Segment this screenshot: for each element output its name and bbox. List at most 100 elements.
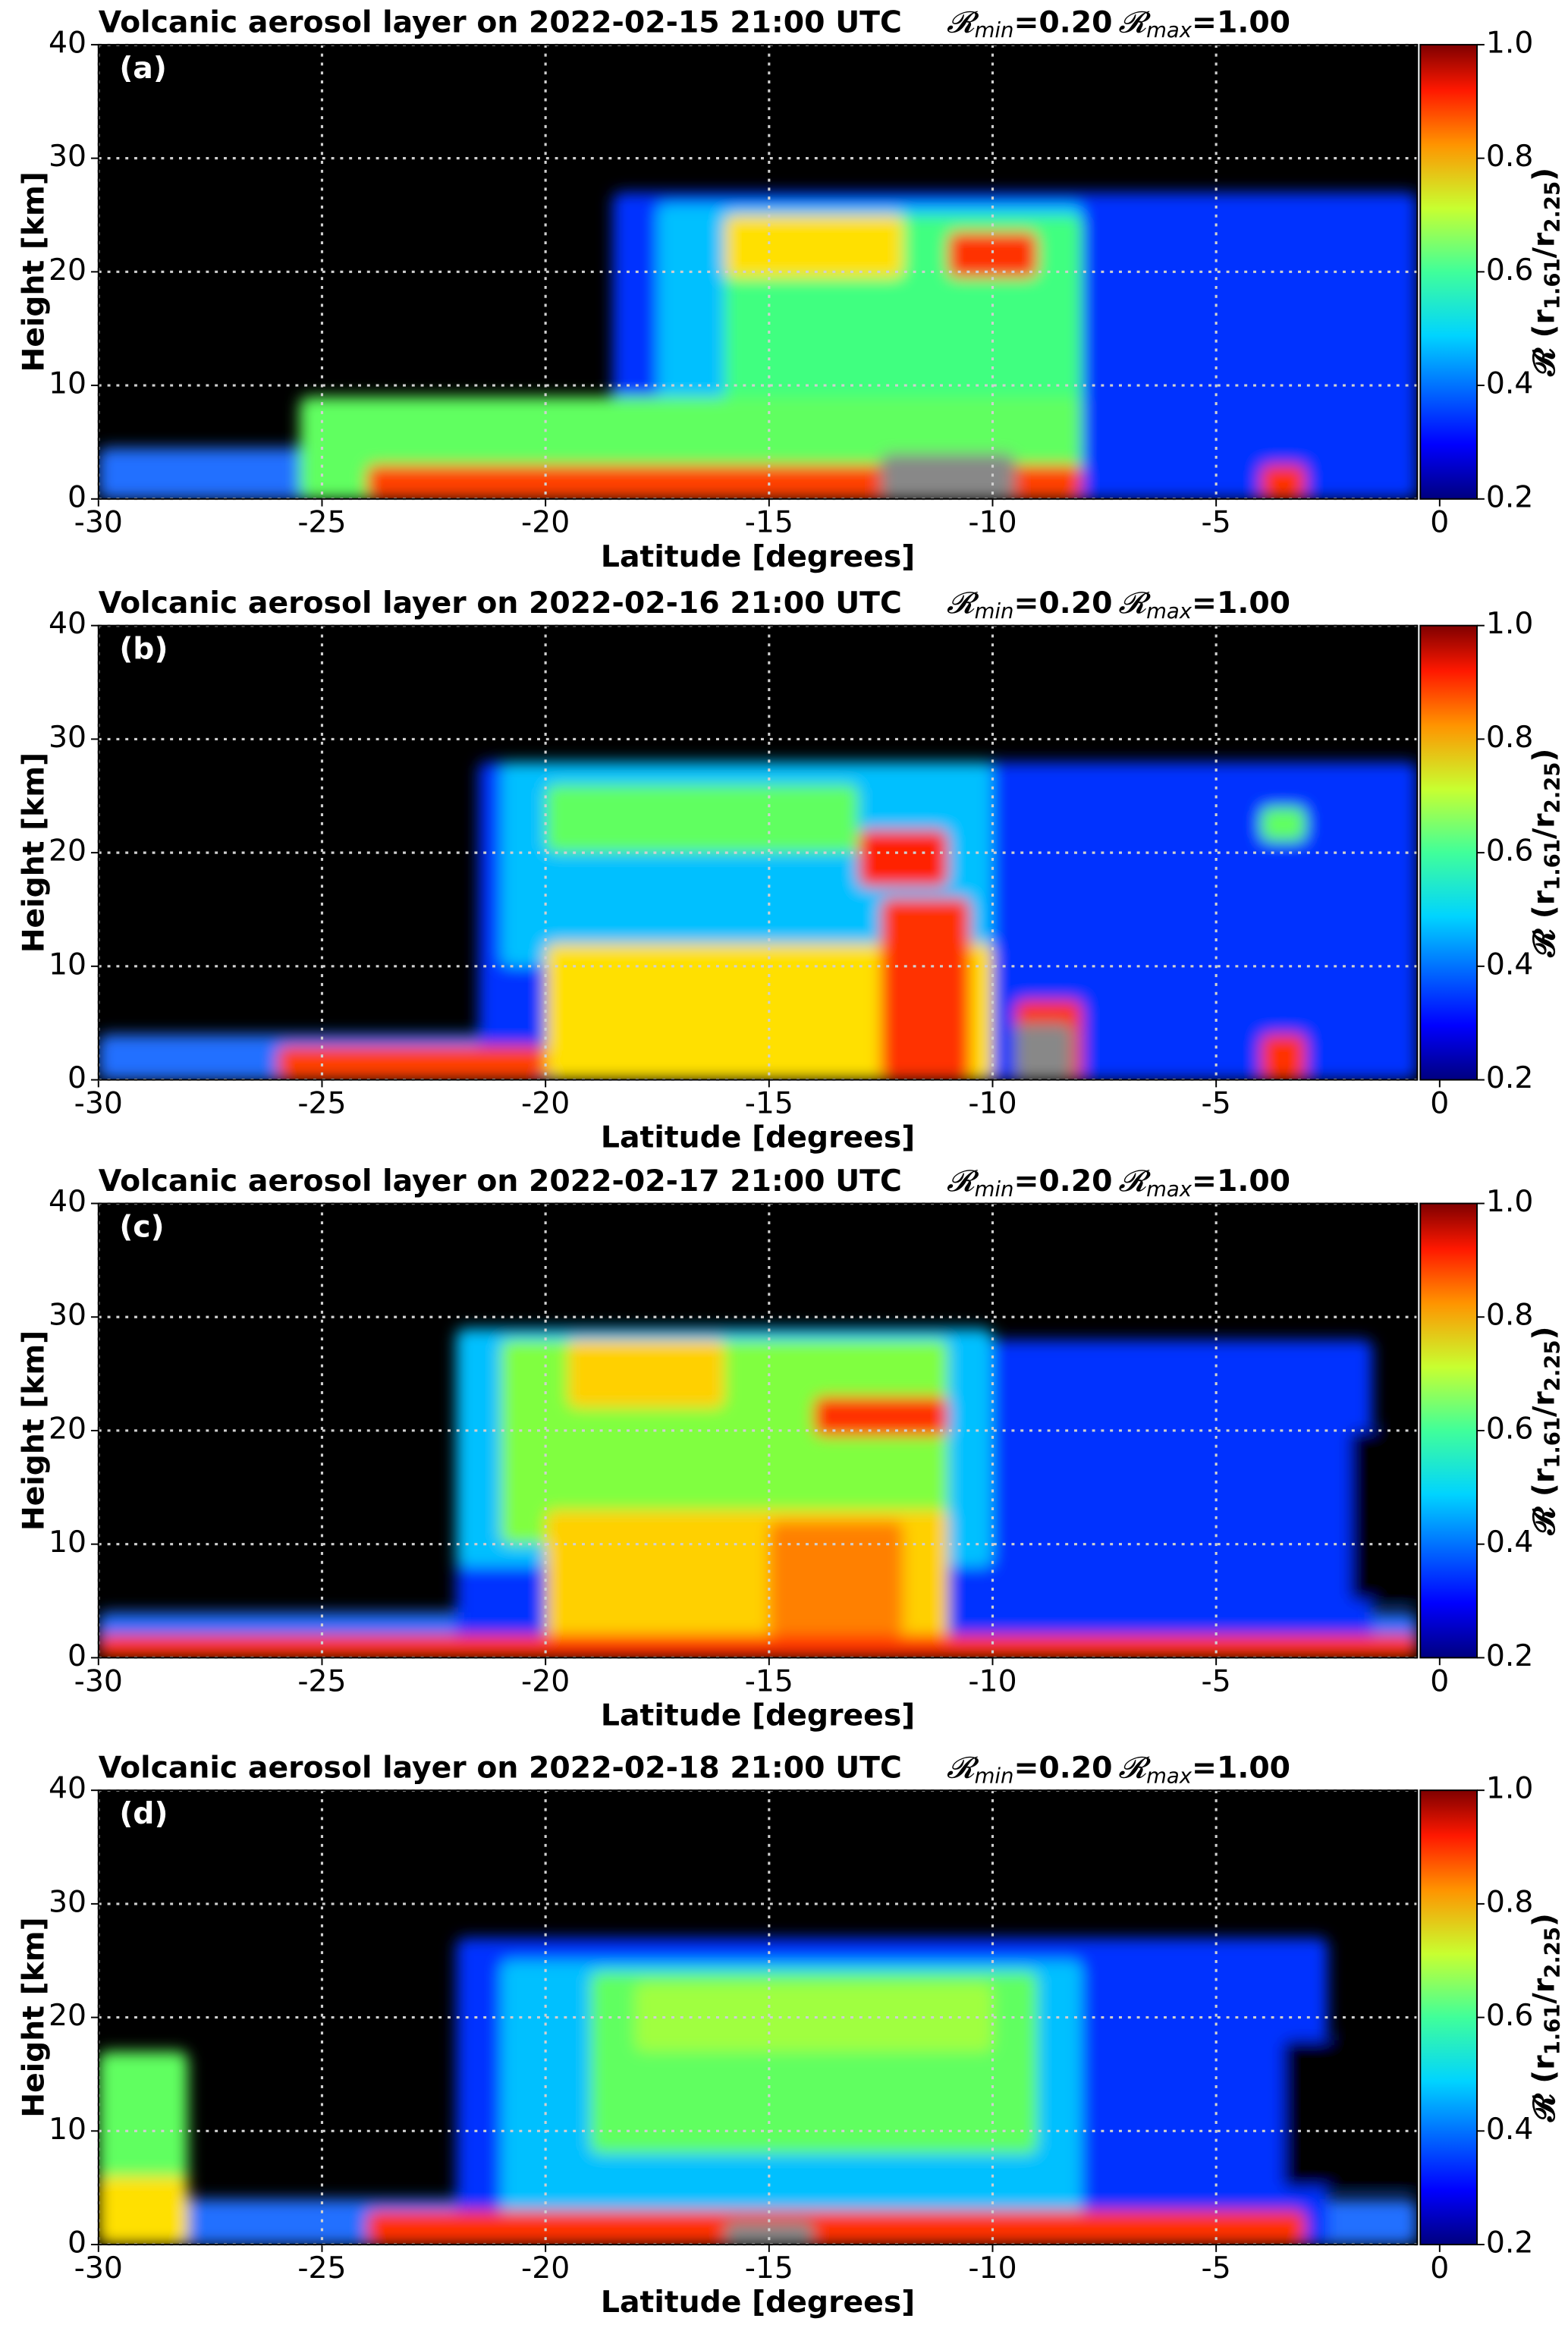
colorbar-tick-label: 1.0 [1486,607,1534,641]
y-tick-label: 10 [49,947,86,982]
plot-frame [97,43,1419,500]
y-tick-label: 0 [68,1639,86,1673]
colorbar-tick-label: 0.2 [1486,1639,1534,1673]
colorbar-tick-label: 0.6 [1486,253,1534,287]
x-tick-label: 0 [1430,1664,1449,1698]
y-tick-label: 40 [49,26,86,60]
y-axis-label: Height [km] [17,1917,52,2117]
colorbar-label-text: /r [1527,813,1561,839]
colorbar-label-text: ) [1527,749,1561,762]
x-tick-label: -30 [74,1086,123,1120]
title-text: Volcanic aerosol layer on 2022-02-17 21:… [99,1164,902,1198]
range-subscript: min [975,1764,1014,1789]
chart-title: Volcanic aerosol layer on 2022-02-15 21:… [99,5,1290,42]
aerosol-region [724,2222,814,2245]
heatmap-field [98,1790,1418,2245]
colorbar-label-text: ) [1527,168,1561,181]
aerosol-region [1261,464,1306,499]
range-value: =0.20 [1013,1164,1112,1198]
colorbar-tick-label: 0.4 [1486,2113,1534,2147]
colorbar-label-text: 𝓡 (r [1527,309,1561,377]
colorbar-tick-label: 1.0 [1486,1772,1534,1806]
colorbar-tick-label: 0.8 [1486,721,1534,755]
y-tick-label: 40 [49,1185,86,1219]
aerosol-region [947,231,1038,278]
x-tick-label: -20 [521,1664,570,1698]
range-value: =1.00 [1192,5,1290,39]
x-tick-label: 0 [1430,2251,1449,2285]
x-tick-label: -10 [968,1664,1017,1698]
colorbar-label: 𝓡 (r1.61/r2.25) [1527,1327,1564,1536]
x-tick-label: -20 [521,1086,570,1120]
colorbar [1419,1789,1478,2246]
colorbar-label-text: 𝓡 (r [1527,1468,1561,1535]
range-value: =0.20 [1013,5,1112,39]
range-symbol: 𝓡 [947,1164,979,1198]
range-symbol: 𝓡 [1118,586,1151,620]
colorbar-label: 𝓡 (r1.61/r2.25) [1527,168,1564,377]
heatmap-blobs [98,1937,1418,2245]
range-subscript: max [1146,599,1192,624]
colorbar-label-text: ) [1527,1913,1561,1927]
x-tick-label: -15 [745,1086,793,1120]
x-axis-label: Latitude [degrees] [601,540,915,574]
title-text: Volcanic aerosol layer on 2022-02-16 21:… [99,586,902,620]
y-tick-label: 10 [49,367,86,401]
range-value: =1.00 [1192,586,1290,620]
plot-frame [97,624,1419,1081]
panel: -30 -25 -20 -15 -10 -5 0 0 10 20 30 40 (d) Latitude [… [17,1751,1565,2320]
chart-title: Volcanic aerosol layer on 2022-02-16 21:… [99,586,1290,624]
x-tick-label: -15 [745,1664,793,1698]
x-tick-label: -5 [1202,1664,1231,1698]
range-symbol: 𝓡 [1118,5,1151,39]
range-value: =0.20 [1013,586,1112,620]
x-tick-label: 0 [1430,1086,1449,1120]
range-subscript: min [975,1177,1014,1202]
colorbar-label-text: ) [1527,1327,1561,1340]
chart-title: Volcanic aerosol layer on 2022-02-17 21:… [99,1164,1290,1202]
aerosol-region [768,1521,903,1635]
aerosol-region [635,1983,993,2052]
x-tick-label: -10 [968,2251,1017,2285]
y-tick-label: 40 [49,1772,86,1806]
colorbar-label: 𝓡 (r1.61/r2.25) [1527,749,1564,958]
colorbar [1419,1202,1478,1659]
panel-label: (c) [119,1210,164,1244]
plot-frame [97,1202,1419,1659]
colorbar-tick-label: 1.0 [1486,26,1534,60]
x-tick-label: -5 [1202,2251,1231,2285]
x-axis-label: Latitude [degrees] [601,2285,915,2320]
y-tick-label: 20 [49,834,86,869]
aerosol-region [1014,1023,1073,1080]
colorbar-label-subscript: 2.25 [1540,1927,1564,1978]
range-subscript: max [1146,1177,1192,1202]
range-subscript: max [1146,18,1192,42]
colorbar-label-subscript: 1.61 [1540,1417,1564,1469]
colorbar-label-subscript: 2.25 [1540,181,1564,233]
colorbar-label: 𝓡 (r1.61/r2.25) [1527,1913,1564,2122]
aerosol-region [567,1340,724,1409]
aerosol-region [881,898,971,1080]
range-symbol: 𝓡 [947,5,979,39]
colorbar-label-text: 𝓡 (r [1527,2055,1561,2122]
range-symbol: 𝓡 [947,1751,979,1785]
heatmap-blobs [98,762,1418,1080]
range-subscript: max [1146,1764,1192,1789]
x-tick-label: -25 [297,1664,346,1698]
range-symbol: 𝓡 [1118,1164,1151,1198]
title-text: Volcanic aerosol layer on 2022-02-15 21:… [99,5,902,39]
aerosol-region [1350,1430,1418,1601]
aerosol-region [98,2176,188,2245]
y-axis-label: Height [km] [17,1330,52,1531]
panel: -30 -25 -20 -15 -10 -5 0 0 10 20 30 40 (a) Latitude [… [17,5,1565,574]
aerosol-region [1283,2040,1418,2188]
range-subscript: min [975,18,1014,42]
colorbar-tick-label: 0.8 [1486,1885,1534,1919]
colorbar-label-subscript: 2.25 [1540,1340,1564,1391]
range-symbol: 𝓡 [1118,1751,1151,1785]
y-tick-label: 30 [49,721,86,755]
colorbar-tick-label: 0.2 [1486,480,1534,514]
y-tick-label: 0 [68,1061,86,1095]
colorbar-label-subscript: 1.61 [1540,2004,1564,2056]
